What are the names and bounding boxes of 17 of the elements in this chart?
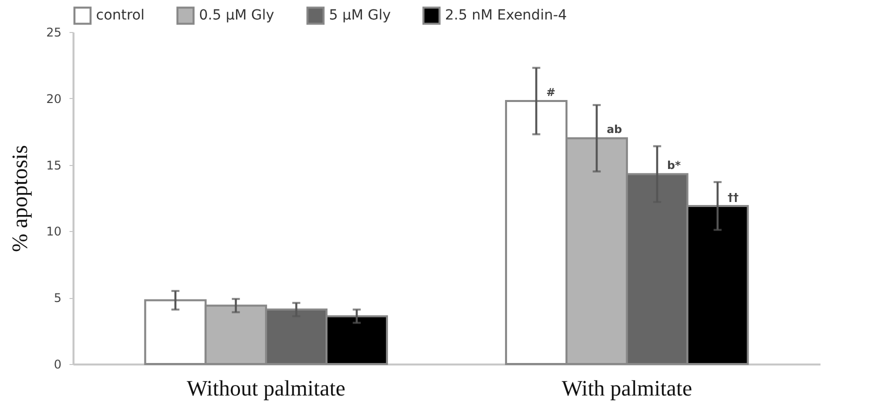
data-label: b* — [667, 159, 682, 172]
y-tick-label: 20 — [46, 92, 62, 106]
y-tick-label: 15 — [46, 158, 62, 172]
y-tick-label: 5 — [54, 291, 62, 306]
y-axis-title: % apoptosis — [7, 145, 32, 252]
data-label: # — [546, 86, 556, 100]
legend-label: 2.5 nM Exendin-4 — [445, 8, 568, 24]
y-tick-label: 0 — [54, 358, 62, 372]
x-tick-label: With palmitate — [562, 376, 692, 400]
data-label: †† — [728, 190, 740, 204]
legend-label: 5 μM Gly — [329, 8, 391, 24]
legend-label: control — [96, 8, 145, 24]
y-tick-label: 10 — [46, 224, 62, 239]
legend-label: 0.5 μM Gly — [199, 8, 274, 24]
y-tick-label: 25 — [46, 26, 62, 40]
x-tick-label: Without palmitate — [186, 376, 346, 400]
data-label: ab — [606, 123, 622, 136]
